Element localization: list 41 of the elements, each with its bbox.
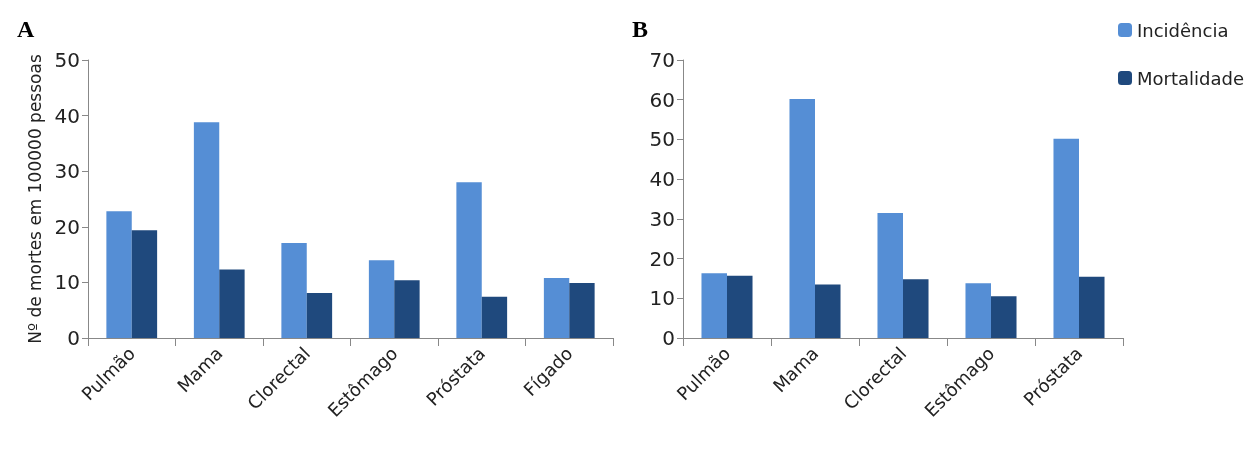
chart-title: B bbox=[632, 16, 649, 42]
bar bbox=[193, 122, 220, 338]
bar bbox=[727, 275, 753, 338]
bar bbox=[106, 211, 132, 338]
bar bbox=[991, 296, 1017, 338]
bar bbox=[701, 273, 727, 338]
y-tick-label: 40 bbox=[54, 103, 80, 128]
bar bbox=[281, 242, 307, 338]
y-tick-label: 10 bbox=[54, 270, 80, 295]
chart-title: A bbox=[17, 16, 35, 42]
bar bbox=[394, 280, 420, 338]
bar bbox=[569, 282, 595, 338]
y-tick-label: 20 bbox=[649, 246, 675, 271]
bar bbox=[456, 182, 482, 338]
legend-label: Incidência bbox=[1137, 19, 1229, 41]
y-tick-label: 10 bbox=[649, 286, 675, 311]
bar bbox=[131, 230, 158, 338]
bar bbox=[368, 260, 395, 338]
bar bbox=[789, 98, 815, 338]
y-tick-label: 0 bbox=[67, 326, 80, 350]
y-tick-label: 50 bbox=[54, 48, 80, 72]
legend-label: Mortalidade bbox=[1137, 67, 1245, 89]
y-tick-label: 20 bbox=[54, 214, 80, 239]
bar bbox=[1079, 276, 1105, 338]
y-tick-label: 0 bbox=[662, 326, 675, 350]
bar bbox=[877, 212, 903, 338]
bar bbox=[1053, 138, 1079, 338]
y-tick-label: 40 bbox=[649, 167, 675, 192]
bar bbox=[543, 277, 570, 338]
bar bbox=[306, 292, 333, 338]
bar bbox=[815, 284, 841, 338]
y-tick-label: 30 bbox=[649, 206, 675, 231]
y-tick-label: 50 bbox=[649, 127, 675, 152]
y-tick-label: 30 bbox=[54, 159, 80, 184]
bar bbox=[965, 283, 991, 338]
y-tick-label: 70 bbox=[649, 48, 675, 72]
y-axis-title: Nº de mortes em 100000 pessoas bbox=[25, 54, 46, 344]
bar bbox=[219, 269, 245, 338]
y-tick-label: 60 bbox=[649, 87, 675, 112]
bar bbox=[481, 296, 508, 338]
bar bbox=[903, 279, 929, 338]
